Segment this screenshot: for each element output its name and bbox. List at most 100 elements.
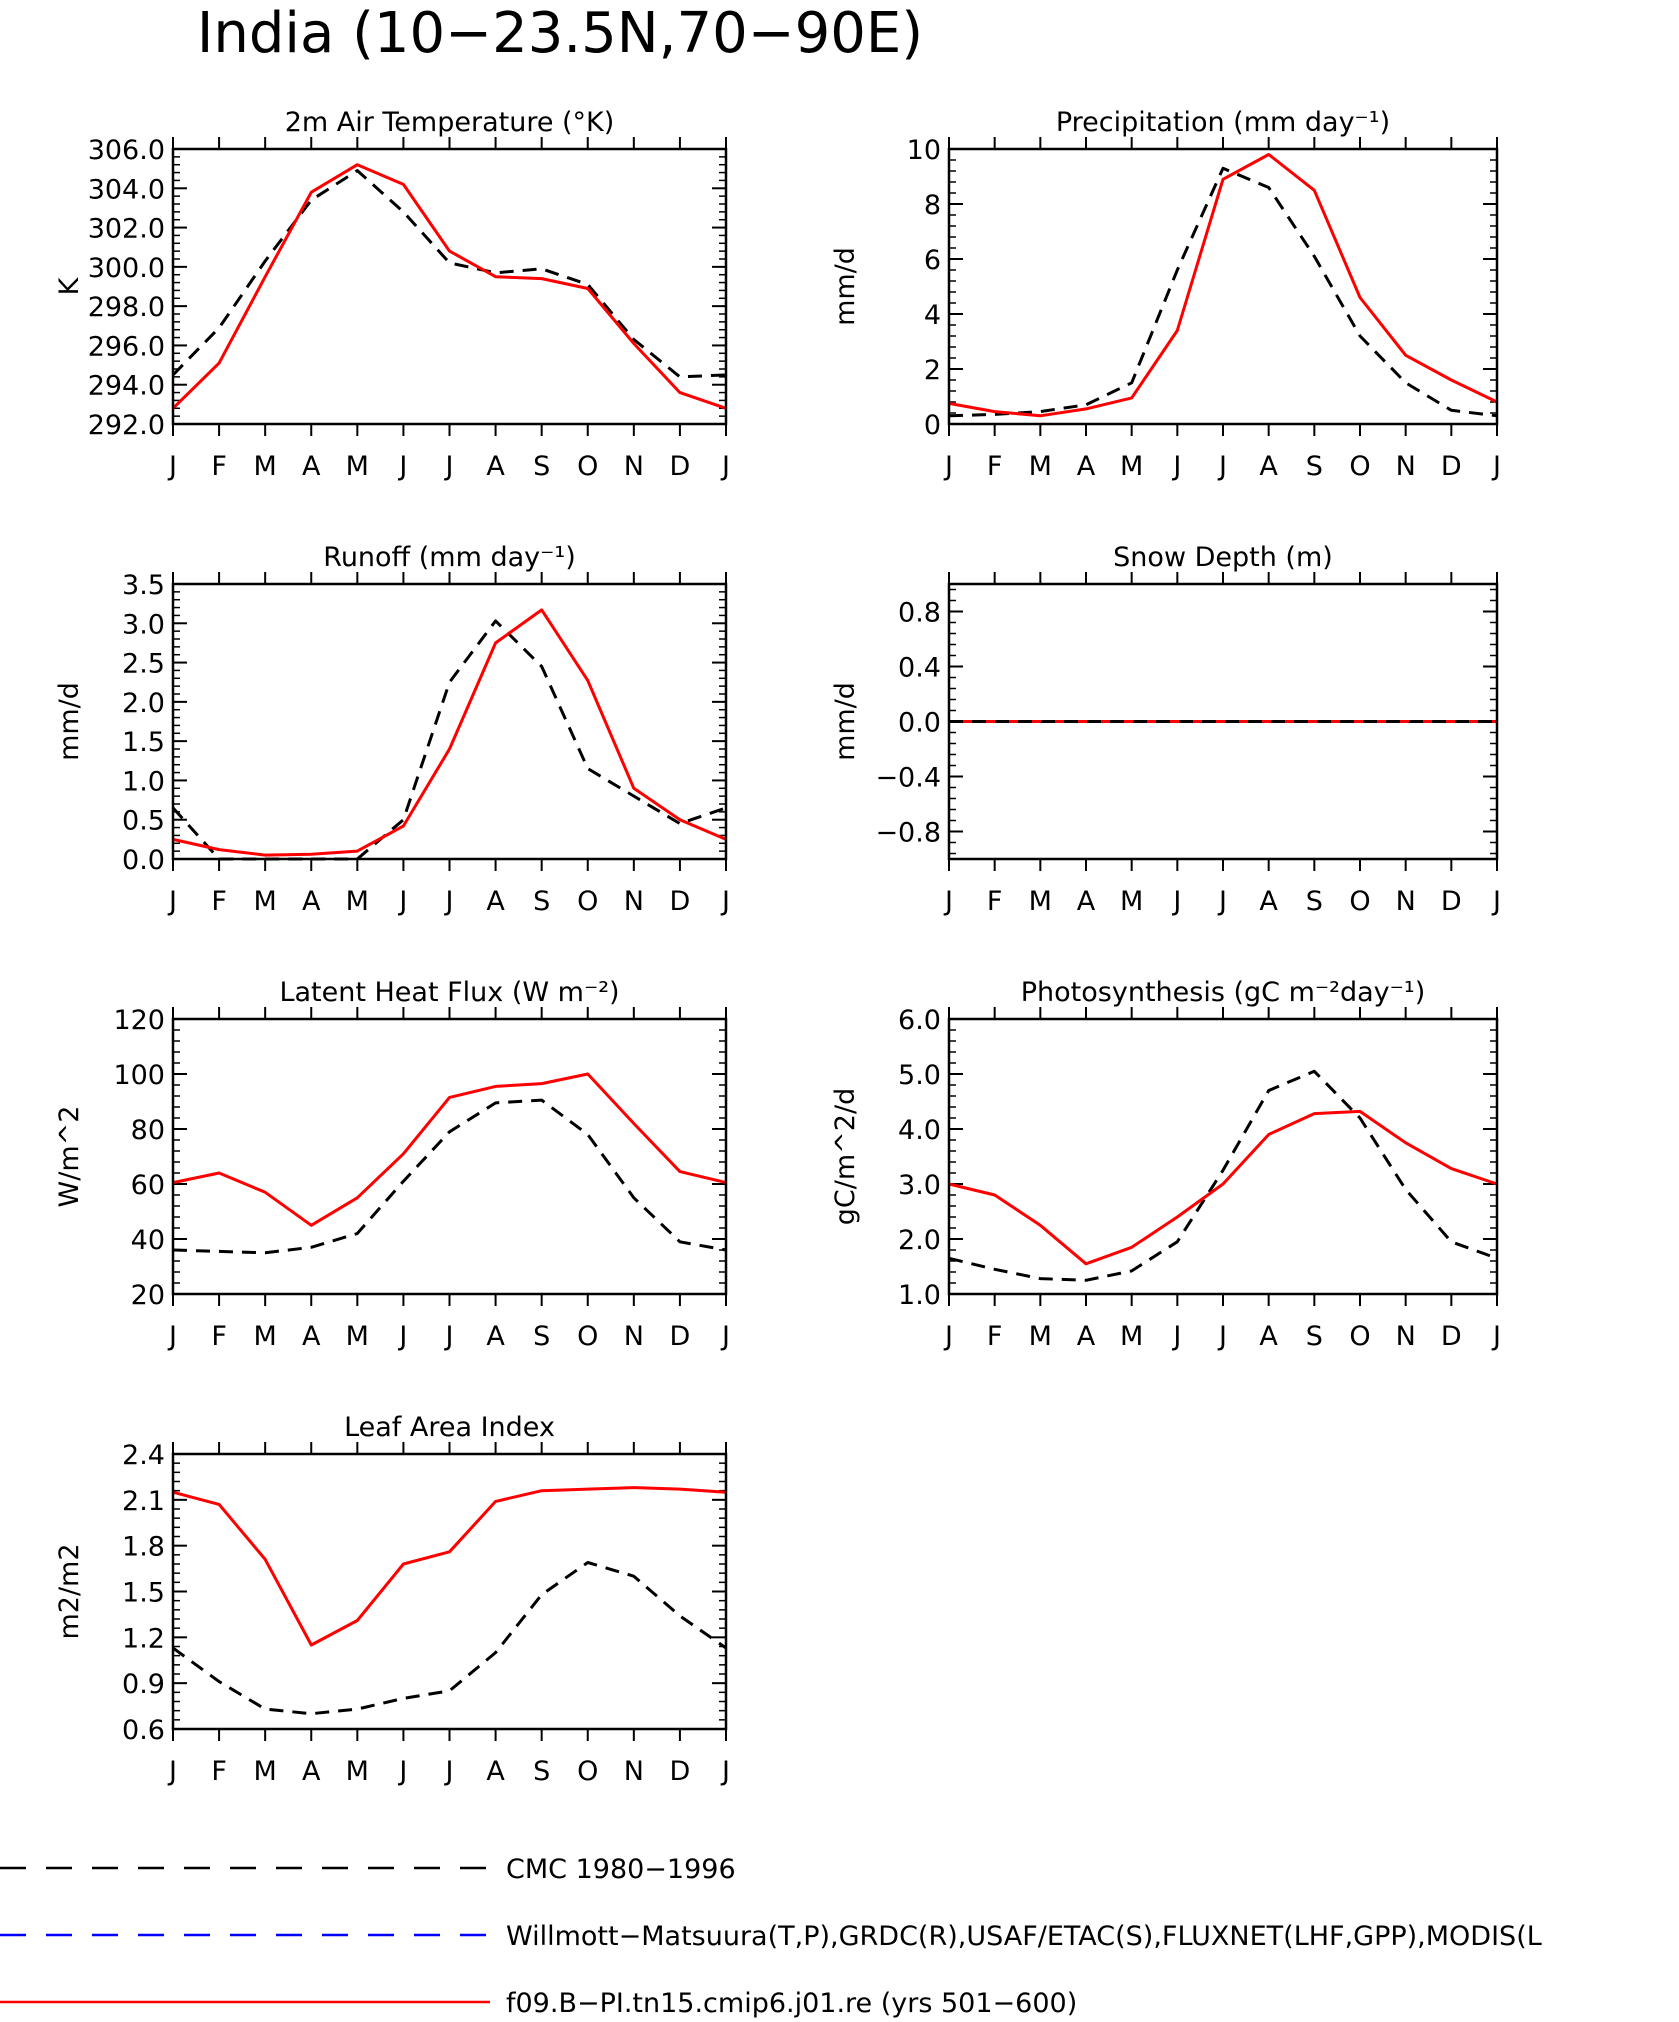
x-tick-label: J [720, 1756, 730, 1787]
y-axis-label: m2/m2 [54, 1543, 85, 1639]
legend-label: f09.B−PI.tn15.cmip6.j01.re (yrs 501−600) [506, 1988, 1077, 2019]
x-tick-label: S [533, 1321, 550, 1352]
model-series-line [171, 163, 727, 410]
x-tick-label: A [486, 886, 505, 917]
x-tick-label: M [346, 1321, 369, 1352]
plot-frame [947, 582, 1499, 861]
y-tick-label: 294.0 [88, 371, 165, 402]
chart-title: 2m Air Temperature (°K) [285, 107, 615, 138]
x-tick-label: J [720, 451, 730, 482]
y-tick-label: 4 [924, 300, 941, 331]
chart-title: Precipitation (mm day⁻¹) [1056, 107, 1390, 138]
cmc-series-line [948, 1069, 1498, 1282]
y-tick-label: 60 [131, 1170, 165, 1201]
x-tick-label: S [533, 1756, 550, 1787]
plot-frame [947, 147, 1499, 426]
x-tick-label: A [486, 1756, 505, 1787]
y-axis-label: gC/m^2/d [830, 1088, 861, 1225]
x-tick-label: J [167, 1321, 177, 1352]
x-tick-label: F [211, 451, 227, 482]
y-tick-label: 2.0 [898, 1225, 941, 1256]
x-tick-label: O [1349, 886, 1370, 917]
y-tick-label: 306.0 [88, 135, 165, 166]
y-tick-label: 20 [131, 1280, 165, 1311]
x-tick-label: J [444, 1756, 454, 1787]
y-tick-label: 298.0 [88, 292, 165, 323]
x-tick-label: N [624, 1321, 644, 1352]
cmc-series-line [171, 169, 727, 379]
y-tick-label: 0.0 [898, 708, 941, 739]
x-tick-label: N [624, 451, 644, 482]
y-tick-label: 0.5 [122, 806, 165, 837]
plot-frame [171, 582, 728, 861]
x-tick-label: D [670, 1756, 691, 1787]
y-tick-label: 3.0 [898, 1170, 941, 1201]
x-tick-label: A [1077, 1321, 1096, 1352]
y-tick-label: −0.4 [875, 763, 941, 794]
x-tick-label: M [254, 1756, 277, 1787]
y-tick-label: 2 [924, 355, 941, 386]
x-tick-label: O [577, 1321, 598, 1352]
x-tick-label: A [1077, 886, 1096, 917]
x-tick-label: M [1029, 1321, 1052, 1352]
y-tick-label: 3.0 [122, 609, 165, 640]
cmc-series-line [172, 1561, 727, 1716]
x-tick-label: J [397, 886, 407, 917]
chart-title: Runoff (mm day⁻¹) [323, 542, 575, 573]
y-tick-label: 300.0 [88, 253, 165, 284]
cmc-series-line [172, 1098, 727, 1255]
y-tick-label: 302.0 [88, 214, 165, 245]
x-tick-label: F [211, 1756, 227, 1787]
x-tick-label: J [1171, 886, 1181, 917]
x-tick-label: M [346, 886, 369, 917]
x-tick-label: N [1396, 886, 1416, 917]
x-tick-label: J [1491, 451, 1501, 482]
x-tick-label: M [254, 886, 277, 917]
x-tick-label: A [1259, 451, 1278, 482]
y-tick-label: 0.8 [898, 598, 941, 629]
plot-frame [171, 1017, 728, 1296]
chart-panel-7: Leaf Area Index m2/m2 0.6 0.9 1.2 1.5 1.8 2.1 2.… [54, 1412, 730, 1787]
x-tick-label: O [577, 451, 598, 482]
x-tick-label: N [624, 1756, 644, 1787]
x-tick-label: D [1441, 886, 1462, 917]
x-tick-label: J [167, 886, 177, 917]
x-tick-label: O [1349, 1321, 1370, 1352]
x-tick-label: J [943, 1321, 953, 1352]
x-tick-label: S [533, 886, 550, 917]
x-tick-label: F [987, 1321, 1003, 1352]
y-tick-label: 80 [131, 1115, 165, 1146]
x-tick-label: A [486, 451, 505, 482]
x-tick-label: M [254, 1321, 277, 1352]
x-tick-label: J [720, 886, 730, 917]
y-axis-label: K [54, 276, 85, 295]
y-axis-label: W/m^2 [54, 1106, 85, 1208]
x-tick-label: S [533, 451, 550, 482]
model-series-line [948, 1109, 1498, 1266]
y-tick-label: 2.1 [122, 1486, 165, 1517]
x-tick-label: O [577, 886, 598, 917]
x-tick-label: J [167, 1756, 177, 1787]
cmc-series-line [948, 166, 1498, 418]
x-tick-label: J [1491, 886, 1501, 917]
x-tick-label: A [1259, 886, 1278, 917]
x-tick-label: A [1077, 451, 1096, 482]
chart-panel-6: Photosynthesis (gC m⁻²day⁻¹) gC/m^2/d 1.0 2… [830, 977, 1501, 1352]
x-tick-label: M [346, 451, 369, 482]
chart-panel-1: 2m Air Temperature (°K) K 292.0 294.0 296.0 2… [54, 107, 730, 482]
model-series-line [948, 153, 1498, 418]
x-tick-label: J [720, 1321, 730, 1352]
x-tick-label: S [1306, 1321, 1323, 1352]
x-tick-label: M [1120, 886, 1143, 917]
y-tick-label: 1.5 [122, 727, 165, 758]
x-tick-label: A [302, 1321, 321, 1352]
model-series-line [172, 1486, 727, 1647]
model-series-line [172, 1072, 727, 1227]
chart-panel-3: Runoff (mm day⁻¹) mm/d 0.0 0.5 1.0 1.5 2.0 2.5 3… [54, 542, 730, 917]
plot-frame [171, 147, 728, 426]
x-tick-label: N [1396, 1321, 1416, 1352]
x-tick-label: J [397, 1321, 407, 1352]
y-axis-label: mm/d [830, 247, 861, 326]
x-tick-label: J [1217, 451, 1227, 482]
